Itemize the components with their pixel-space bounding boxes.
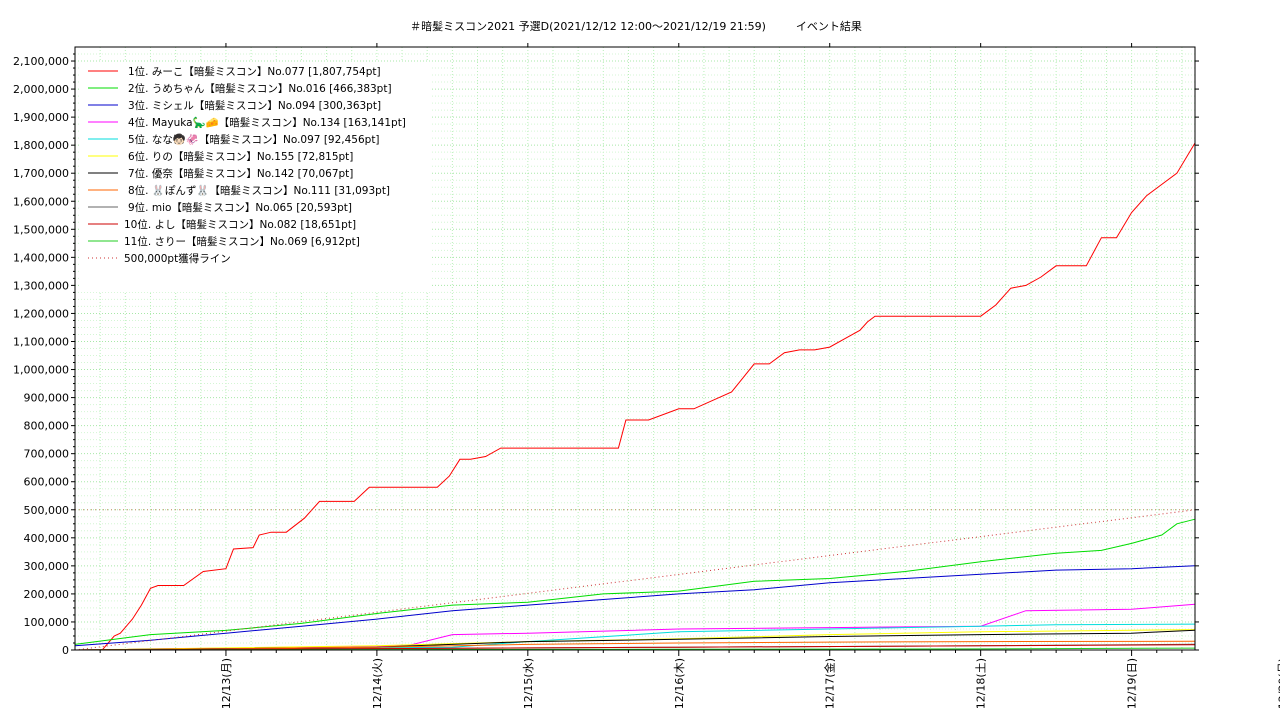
y-tick-label: 700,000 <box>24 448 70 461</box>
legend-label: 2位. うめちゃん【暗髪ミスコン】No.016 [466,383pt] <box>128 82 392 95</box>
legend-label: 6位. りの【暗髪ミスコン】No.155 [72,815pt] <box>128 150 353 163</box>
y-tick-label: 1,200,000 <box>13 307 69 320</box>
y-tick-label: 200,000 <box>24 588 70 601</box>
y-tick-label: 1,300,000 <box>13 279 69 292</box>
series-line <box>75 142 1196 651</box>
x-tick-label: 12/18(土) <box>975 658 988 709</box>
legend: 1位. みーこ【暗髪ミスコン】No.077 [1,807,754pt] 2位. う… <box>80 62 430 292</box>
series-line <box>74 623 1196 651</box>
y-tick-label: 2,100,000 <box>13 55 69 68</box>
x-tick-label: 12/16(木) <box>673 658 686 709</box>
series-line <box>74 644 1196 651</box>
axis-layer: 0 100,000 200,000 300,000 400,000 500,000 600,… <box>13 43 1280 709</box>
legend-label: 1位. みーこ【暗髪ミスコン】No.077 [1,807,754pt] <box>128 65 381 78</box>
y-tick-label: 1,400,000 <box>13 251 69 264</box>
legend-label: 5位. なな🧒🏻🦑【暗髪ミスコン】No.097 [92,456pt] <box>128 133 380 146</box>
y-tick-label: 800,000 <box>24 420 70 433</box>
y-tick-label: 300,000 <box>24 560 70 573</box>
legend-label: 8位. 🐰ぽんず🐰【暗髪ミスコン】No.111 [31,093pt] <box>128 184 390 197</box>
y-tick-label: 1,600,000 <box>13 195 69 208</box>
x-tick-label: 12/19(日) <box>1126 658 1139 709</box>
series-line <box>74 509 1196 651</box>
y-tick-label: 500,000 <box>24 504 70 517</box>
legend-label: 11位. さりー【暗髪ミスコン】No.069 [6,912pt] <box>124 235 360 248</box>
plot-frame <box>74 46 1196 651</box>
x-tick-label: 12/15(水) <box>522 658 535 709</box>
series-line <box>74 565 1196 647</box>
y-tick-label: 1,900,000 <box>13 111 69 124</box>
y-tick-label: 1,100,000 <box>13 335 69 348</box>
legend-label: 7位. 優奈【暗髪ミスコン】No.142 [70,067pt] <box>128 167 353 180</box>
legend-label: 10位. よし【暗髪ミスコン】No.082 [18,651pt] <box>124 218 356 231</box>
y-tick-label: 0 <box>62 644 69 657</box>
x-tick-label: 12/13(月) <box>220 658 233 709</box>
series-line <box>74 603 1196 651</box>
y-tick-label: 1,500,000 <box>13 223 69 236</box>
y-tick-label: 100,000 <box>24 616 70 629</box>
legend-box <box>80 62 430 292</box>
y-tick-label: 900,000 <box>24 392 70 405</box>
chart-subtitle: イベント結果 <box>795 20 862 33</box>
y-tick-label: 400,000 <box>24 532 70 545</box>
x-tick-label: 12/14(火) <box>371 658 384 709</box>
chart-title: ＃暗髪ミスコン2021 予選D(2021/12/12 12:00～2021/12… <box>0 18 1272 34</box>
legend-label: 9位. mio【暗髪ミスコン】No.065 [20,593pt] <box>128 201 352 214</box>
legend-label: 500,000pt獲得ライン <box>124 252 231 265</box>
chart-title-main: ＃暗髪ミスコン2021 予選D(2021/12/12 12:00～2021/12… <box>410 20 766 33</box>
x-tick-label: 12/20(月) <box>1277 658 1280 709</box>
y-tick-label: 1,700,000 <box>13 167 69 180</box>
legend-label: 4位. Mayuka🦕🧀【暗髪ミスコン】No.134 [163,141pt] <box>128 116 406 129</box>
y-tick-label: 600,000 <box>24 476 70 489</box>
series-line <box>74 640 1196 651</box>
y-tick-label: 2,000,000 <box>13 83 69 96</box>
y-tick-label: 1,000,000 <box>13 364 69 377</box>
series-line <box>74 518 1196 645</box>
x-tick-label: 12/17(金) <box>823 658 837 709</box>
y-tick-label: 1,800,000 <box>13 139 69 152</box>
legend-label: 3位. ミシェル【暗髪ミスコン】No.094 [300,363pt] <box>128 99 381 112</box>
